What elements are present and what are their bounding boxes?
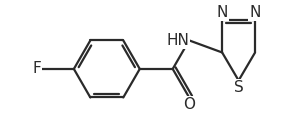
Text: HN: HN (166, 33, 189, 48)
Text: F: F (32, 61, 41, 76)
Text: O: O (183, 97, 195, 112)
Text: N: N (250, 5, 261, 20)
Text: S: S (234, 80, 244, 95)
Text: N: N (216, 5, 228, 20)
